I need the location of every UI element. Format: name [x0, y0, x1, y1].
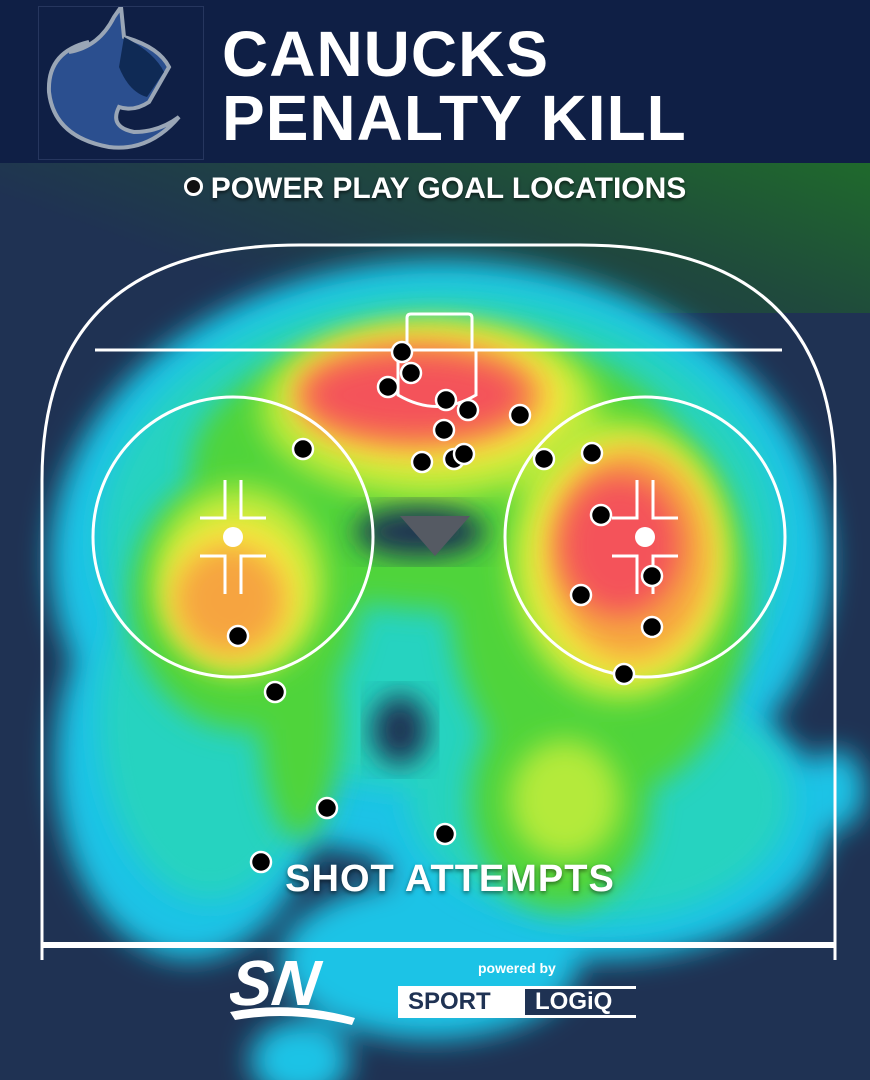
goal-location-marker: [456, 398, 480, 422]
goal-location-marker: [226, 624, 250, 648]
goal-net: [405, 312, 474, 350]
faceoff-dot-left: [223, 527, 243, 547]
goal-marker-icon: [183, 177, 203, 196]
powered-by-text: powered by: [478, 960, 556, 976]
goal-location-marker: [410, 450, 434, 474]
goal-location-marker: [399, 361, 423, 385]
goal-location-marker: [508, 403, 532, 427]
goal-location-marker: [569, 583, 593, 607]
goal-legend: POWER PLAY GOAL LOCATIONS: [0, 172, 870, 206]
canucks-logo: [38, 1, 204, 160]
goal-location-marker: [291, 437, 315, 461]
goal-location-marker: [390, 340, 414, 364]
sportlogiq-part2: LOGiQ: [525, 989, 636, 1015]
goal-location-marker: [640, 615, 664, 639]
goal-location-marker: [612, 662, 636, 686]
faceoff-circle-left: [91, 395, 375, 679]
goal-location-marker: [589, 503, 613, 527]
sportsnet-logo: SN: [225, 947, 365, 1035]
title-line-1: CANUCKS: [222, 18, 549, 90]
goal-legend-label: POWER PLAY GOAL LOCATIONS: [210, 172, 687, 205]
rink-lines: [40, 243, 837, 960]
sportlogiq-logo: SPORT LOGiQ: [398, 986, 636, 1018]
heat-blob: [510, 740, 620, 860]
faceoff-dot-right: [635, 527, 655, 547]
slot-marker: [400, 516, 470, 556]
heat-gap: [372, 695, 428, 765]
sportlogiq-part1: SPORT: [408, 988, 491, 1015]
goal-location-marker: [452, 442, 476, 466]
goal-location-marker: [315, 796, 339, 820]
goal-location-marker: [376, 375, 400, 399]
heat-blob: [175, 545, 285, 655]
faceoff-circle-right: [503, 395, 787, 679]
goal-location-marker: [640, 564, 664, 588]
faceoff-hashmarks-right: [612, 480, 678, 594]
rink-boards: [40, 243, 837, 960]
goal-location-marker: [263, 680, 287, 704]
heatmap-label: SHOT ATTEMPTS: [285, 858, 615, 900]
goal-location-marker: [434, 388, 458, 412]
goal-location-marker: [432, 418, 456, 442]
faceoff-hashmarks-left: [200, 480, 266, 594]
heat-blob: [250, 1020, 350, 1080]
goal-location-marker: [433, 822, 457, 846]
goal-location-marker: [580, 441, 604, 465]
svg-text:SN: SN: [230, 950, 326, 1019]
goal-location-marker: [249, 850, 273, 874]
goal-location-marker: [532, 447, 556, 471]
title-line-2: PENALTY KILL: [222, 82, 687, 154]
